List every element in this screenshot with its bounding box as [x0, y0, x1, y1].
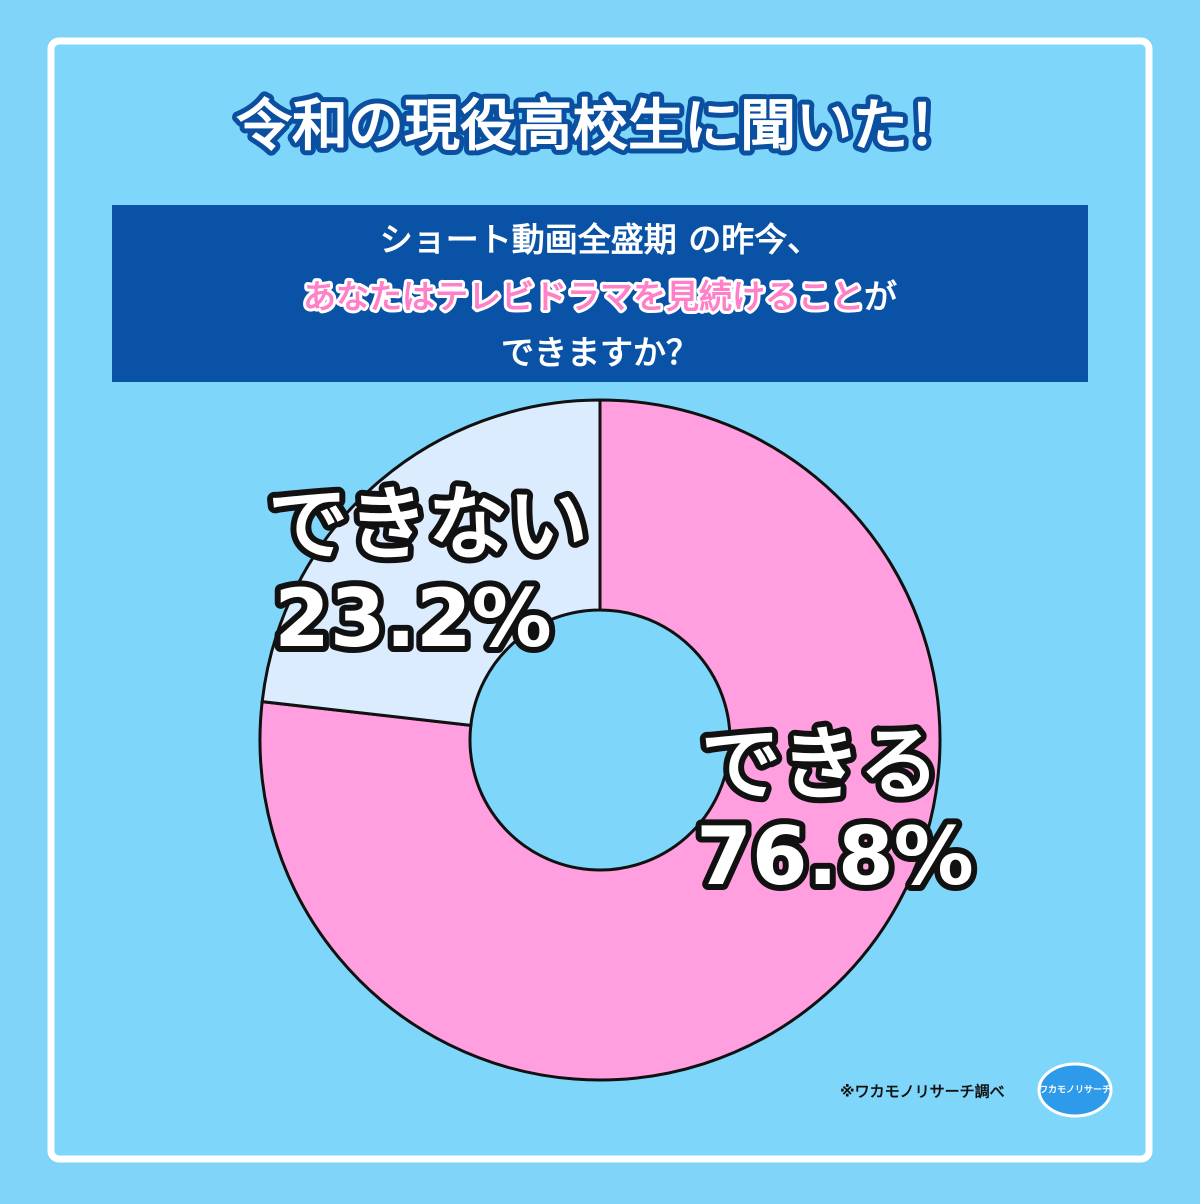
- question-line: できますか？: [501, 333, 699, 372]
- value-label: 23.2%: [274, 572, 552, 665]
- logo-badge: [1037, 1062, 1113, 1118]
- logo: ワカモノリサーチ: [1039, 1085, 1111, 1096]
- question-box: [112, 205, 1088, 382]
- slice: [260, 398, 602, 727]
- slice-label: できる: [701, 718, 939, 811]
- chart-title: 令和の現役高校生に聞いた！: [236, 94, 964, 159]
- slice: [258, 398, 942, 1082]
- slice-label: できない: [268, 478, 588, 571]
- question-segment: ショート動画全盛期 の昨今、: [380, 220, 821, 259]
- source: ※ワカモノリサーチ調べ: [840, 1083, 1005, 1101]
- question-segment: あなたはテレビドラマを見続けること: [303, 277, 864, 316]
- question-segment: が: [864, 277, 897, 316]
- value-label: 76.8%: [696, 810, 974, 903]
- question-segment: できますか？: [501, 333, 699, 372]
- question-line: あなたはテレビドラマを見続けることが: [303, 277, 897, 316]
- question-line: ショート動画全盛期 の昨今、: [380, 220, 821, 259]
